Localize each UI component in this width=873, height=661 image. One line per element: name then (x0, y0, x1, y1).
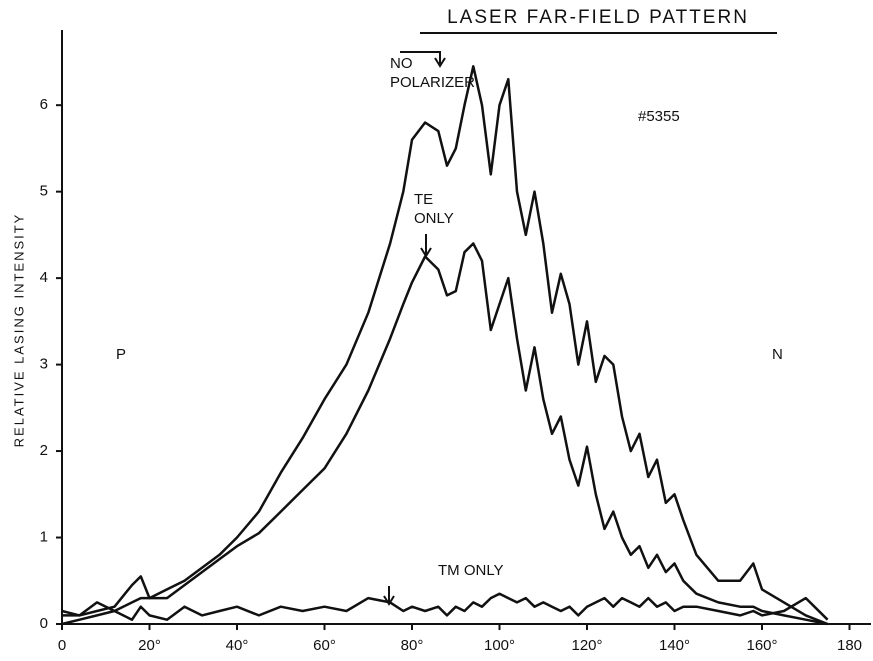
x-tick-label: 180 (837, 637, 862, 654)
sample-number: #5355 (638, 108, 680, 125)
annotation-arrow (400, 51, 446, 68)
y-tick-label: 4 (40, 269, 48, 286)
y-tick-label: 2 (40, 442, 48, 459)
p-side-label: P (116, 346, 126, 363)
y-tick-label: 0 (40, 615, 48, 632)
data-line (62, 242, 828, 626)
data-line (61, 65, 829, 626)
y-tick-label: 3 (40, 356, 48, 373)
x-tick-label: 40° (226, 637, 249, 654)
y-tick-label: 6 (40, 96, 48, 113)
y-tick-label: 5 (40, 183, 48, 200)
annotation-arrow (420, 234, 432, 258)
chart-title: LASER FAR-FIELD PATTERN (447, 7, 749, 28)
y-tick-label: 1 (40, 528, 48, 545)
y-axis-label: RELATIVE LASING INTENSITY (11, 213, 26, 448)
x-tick-label: 80° (401, 637, 424, 654)
x-tick-label: 120° (571, 637, 602, 654)
x-tick-label: 0 (58, 637, 66, 654)
x-tick-label: 60° (313, 637, 336, 654)
x-tick-label: 20° (138, 637, 161, 654)
data-line (61, 592, 829, 621)
series-label: NO POLARIZER (390, 55, 475, 91)
x-tick-label: 140° (659, 637, 690, 654)
series-label: TE ONLY (414, 191, 454, 227)
n-side-label: N (772, 346, 783, 363)
series-label: TM ONLY (438, 562, 504, 579)
x-tick-label: 160° (746, 637, 777, 654)
x-tick-label: 100° (484, 637, 515, 654)
